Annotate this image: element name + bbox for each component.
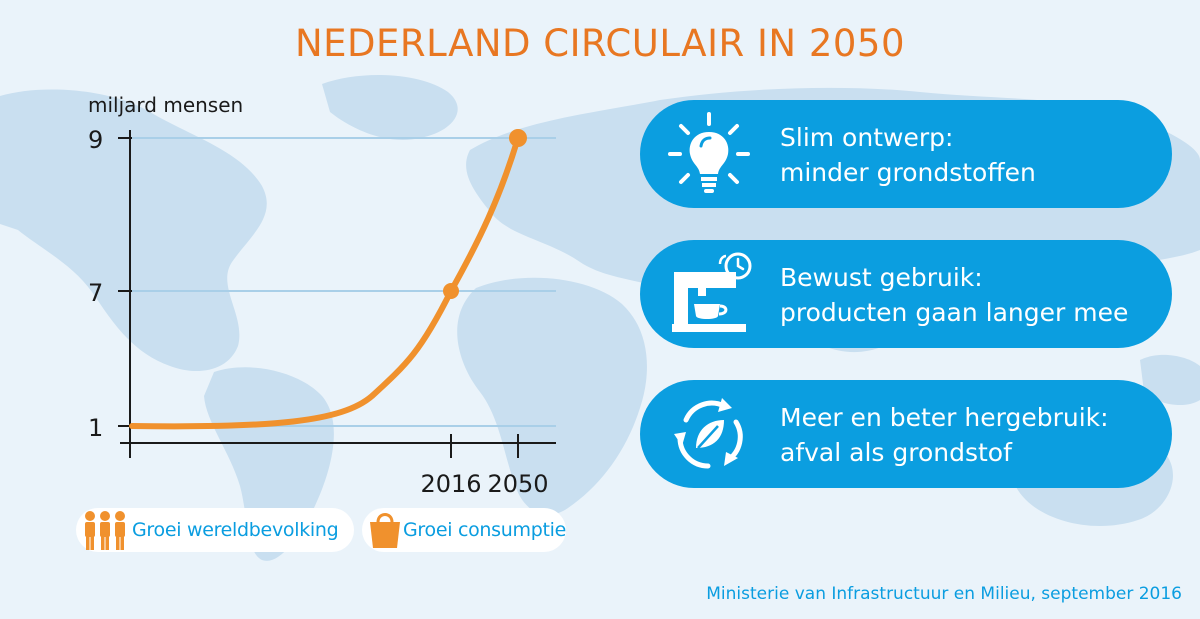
people-icon	[85, 511, 125, 550]
legend-consumption-label: Groei consumptie	[403, 519, 566, 541]
y-axis-label: miljard mensen	[88, 93, 243, 117]
shopping-bag-icon	[370, 513, 400, 548]
x-tick-label: 2016	[420, 470, 481, 498]
pill-bewust-gebruik: Bewust gebruik: producten gaan langer me…	[640, 240, 1172, 348]
pill-subtext: producten gaan langer mee	[780, 298, 1129, 327]
data-point	[509, 129, 527, 147]
source-credit: Ministerie van Infrastructuur en Milieu,…	[706, 584, 1182, 604]
series-line	[129, 135, 521, 430]
x-tick-label: 2050	[487, 470, 548, 498]
y-tick-label: 7	[88, 279, 103, 307]
lightbulb-icon	[668, 112, 750, 193]
chart-points	[443, 129, 527, 299]
pill-heading: Slim ontwerp:	[780, 123, 954, 152]
pill-subtext: minder grondstoffen	[780, 158, 1036, 187]
chart-ticks: 1 7 9 2016 2050	[88, 126, 549, 498]
y-tick-label: 1	[88, 414, 103, 442]
pill-subtext: afval als grondstof	[780, 438, 1012, 467]
recycle-leaf-icon	[674, 398, 743, 469]
legend-population: Groei wereldbevolking	[76, 508, 354, 552]
pill-slim-ontwerp: Slim ontwerp: minder grondstoffen	[640, 100, 1172, 208]
pill-text: Meer en beter hergebruik: afval als gron…	[780, 400, 1109, 470]
y-tick-label: 9	[88, 126, 103, 154]
chart-grid	[118, 137, 556, 427]
legend-population-label: Groei wereldbevolking	[132, 519, 339, 541]
pill-heading: Bewust gebruik:	[780, 263, 983, 292]
chart: miljard mensen 1 7 9 2016 2050	[88, 93, 556, 498]
pill-heading: Meer en beter hergebruik:	[780, 403, 1109, 432]
legend-consumption: Groei consumptie	[362, 508, 566, 552]
data-point	[443, 283, 459, 299]
page-title: NEDERLAND CIRCULAIR IN 2050	[294, 22, 906, 65]
coffee-machine-icon	[672, 252, 752, 332]
pill-text: Slim ontwerp: minder grondstoffen	[780, 120, 1036, 190]
pill-text: Bewust gebruik: producten gaan langer me…	[780, 260, 1128, 330]
pill-hergebruik: Meer en beter hergebruik: afval als gron…	[640, 380, 1172, 488]
